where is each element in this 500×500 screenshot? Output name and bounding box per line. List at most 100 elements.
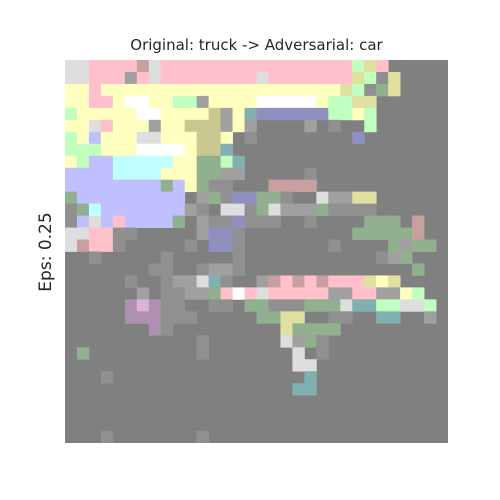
- pixel: [184, 275, 198, 288]
- pixel: [388, 251, 401, 264]
- pixel: [220, 179, 233, 193]
- pixel: [364, 203, 377, 216]
- pixel: [412, 227, 425, 240]
- pixel: [136, 299, 150, 312]
- pixel: [124, 275, 138, 288]
- pixel: [220, 287, 233, 300]
- pixel: [352, 287, 365, 300]
- pixel: [220, 60, 233, 73]
- pixel: [160, 131, 174, 145]
- pixel: [304, 179, 317, 193]
- pixel: [412, 239, 425, 252]
- pixel: [424, 239, 437, 252]
- pixel: [184, 71, 198, 85]
- pixel: [376, 215, 389, 228]
- pixel: [376, 60, 389, 73]
- pixel: [100, 371, 114, 384]
- pixel: [400, 239, 413, 252]
- pixel: [88, 239, 102, 252]
- pixel: [304, 167, 317, 181]
- pixel: [232, 95, 245, 109]
- pixel: [136, 191, 150, 205]
- pixel: [340, 107, 353, 121]
- pixel: [124, 227, 138, 240]
- pixel: [124, 95, 138, 109]
- pixel: [376, 275, 389, 288]
- pixel: [148, 323, 162, 336]
- pixel: [328, 95, 341, 109]
- pixel: [268, 107, 281, 121]
- pixel: [65, 227, 78, 240]
- pixel: [184, 60, 198, 73]
- pixel: [208, 299, 221, 312]
- pixel: [196, 287, 210, 300]
- pixel: [76, 107, 90, 121]
- pixel: [112, 71, 126, 85]
- pixel: [304, 359, 317, 372]
- pixel: [160, 215, 174, 228]
- pixel: [292, 203, 305, 216]
- pixel: [88, 143, 102, 157]
- pixel: [112, 60, 126, 73]
- pixel: [268, 287, 281, 300]
- pixel: [388, 311, 401, 324]
- pixel: [328, 191, 341, 205]
- pixel: [292, 359, 305, 372]
- pixel: [280, 95, 293, 109]
- pixel: [65, 179, 78, 193]
- pixel: [220, 215, 233, 228]
- pixel: [112, 155, 126, 169]
- pixel: [232, 203, 245, 216]
- pixel: [208, 95, 221, 109]
- pixel: [184, 155, 198, 169]
- pixel: [65, 239, 78, 252]
- pixel: [100, 131, 114, 145]
- pixel: [232, 191, 245, 205]
- pixel: [232, 287, 245, 300]
- pixel: [220, 167, 233, 181]
- pixel: [100, 167, 114, 181]
- pixel: [184, 131, 198, 145]
- pixel: [184, 239, 198, 252]
- pixel: [244, 119, 257, 133]
- pixel: [280, 287, 293, 300]
- pixel: [136, 155, 150, 169]
- pixel: [328, 60, 341, 73]
- pixel: [340, 275, 353, 288]
- pixel: [340, 311, 353, 324]
- pixel: [76, 239, 90, 252]
- pixel: [256, 191, 269, 205]
- pixel: [100, 71, 114, 85]
- pixel: [220, 131, 233, 145]
- pixel: [352, 131, 365, 145]
- pixel: [100, 239, 114, 252]
- pixel: [148, 143, 162, 157]
- pixel: [316, 347, 329, 360]
- pixel: [304, 119, 317, 133]
- pixel: [65, 119, 78, 133]
- pixel: [160, 311, 174, 324]
- pixel: [292, 335, 305, 348]
- pixel: [268, 179, 281, 193]
- pixel: [220, 275, 233, 288]
- pixel: [112, 119, 126, 133]
- pixel: [196, 119, 210, 133]
- pixel: [124, 143, 138, 157]
- pixel: [124, 131, 138, 145]
- pixel: [304, 371, 317, 384]
- pixel: [160, 275, 174, 288]
- pixel: [244, 131, 257, 145]
- pixel: [148, 311, 162, 324]
- pixel: [160, 107, 174, 121]
- pixel: [220, 191, 233, 205]
- pixel: [316, 299, 329, 312]
- pixel: [196, 83, 210, 97]
- pixel: [148, 167, 162, 181]
- pixel: [376, 71, 389, 85]
- pixel: [244, 107, 257, 121]
- pixel: [280, 275, 293, 288]
- pixel: [76, 155, 90, 169]
- pixel: [196, 143, 210, 157]
- pixel: [172, 107, 186, 121]
- pixel: [256, 60, 269, 73]
